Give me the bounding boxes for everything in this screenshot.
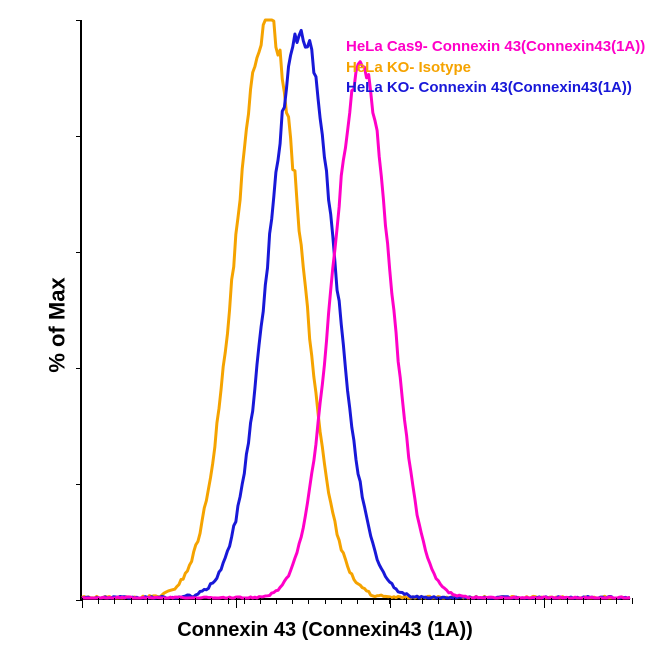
x-tick-minor	[567, 598, 568, 604]
x-tick-minor	[147, 598, 148, 604]
x-tick-minor	[308, 598, 309, 604]
legend-entry: HeLa KO- Isotype	[346, 58, 645, 78]
x-tick-minor	[211, 598, 212, 604]
x-tick-minor	[551, 598, 552, 604]
x-tick-minor	[292, 598, 293, 604]
y-tick	[76, 252, 82, 253]
legend-entry: HeLa Cas9- Connexin 43(Connexin43(1A))	[346, 37, 645, 57]
y-tick	[76, 368, 82, 369]
x-tick-minor	[600, 598, 601, 604]
series-curve	[82, 62, 630, 598]
x-tick-minor	[195, 598, 196, 604]
x-tick-minor	[583, 598, 584, 604]
x-tick-minor	[341, 598, 342, 604]
x-tick-minor	[632, 598, 633, 604]
legend: HeLa Cas9- Connexin 43(Connexin43(1A))He…	[346, 37, 645, 98]
x-tick-minor	[616, 598, 617, 604]
x-tick-major	[544, 598, 545, 608]
y-tick	[76, 20, 82, 21]
series-curve	[82, 30, 630, 598]
x-tick-major	[82, 598, 83, 608]
x-tick-minor	[406, 598, 407, 604]
x-tick-minor	[244, 598, 245, 604]
y-tick	[76, 484, 82, 485]
x-tick-minor	[98, 598, 99, 604]
series-curve	[82, 20, 630, 598]
x-tick-major	[236, 598, 237, 608]
x-tick-minor	[357, 598, 358, 604]
x-tick-minor	[260, 598, 261, 604]
x-tick-minor	[179, 598, 180, 604]
legend-entry: HeLa KO- Connexin 43(Connexin43(1A))	[346, 78, 645, 98]
x-tick-minor	[373, 598, 374, 604]
x-tick-minor	[163, 598, 164, 604]
x-tick-minor	[454, 598, 455, 604]
chart-container: % of Max Connexin 43 (Connexin43 (1A)) H…	[0, 0, 650, 650]
x-tick-minor	[503, 598, 504, 604]
x-axis-label: Connexin 43 (Connexin43 (1A))	[0, 619, 650, 642]
y-tick	[76, 136, 82, 137]
x-tick-minor	[276, 598, 277, 604]
x-tick-minor	[438, 598, 439, 604]
x-tick-minor	[470, 598, 471, 604]
x-tick-minor	[325, 598, 326, 604]
y-axis-label: % of Max	[45, 277, 71, 372]
x-tick-minor	[131, 598, 132, 604]
x-tick-minor	[114, 598, 115, 604]
histogram-curves	[82, 20, 630, 598]
x-tick-minor	[228, 598, 229, 604]
x-tick-minor	[422, 598, 423, 604]
x-tick-minor	[519, 598, 520, 604]
x-tick-minor	[486, 598, 487, 604]
x-tick-major	[390, 598, 391, 608]
plot-area: HeLa Cas9- Connexin 43(Connexin43(1A))He…	[80, 20, 630, 600]
x-tick-minor	[535, 598, 536, 604]
